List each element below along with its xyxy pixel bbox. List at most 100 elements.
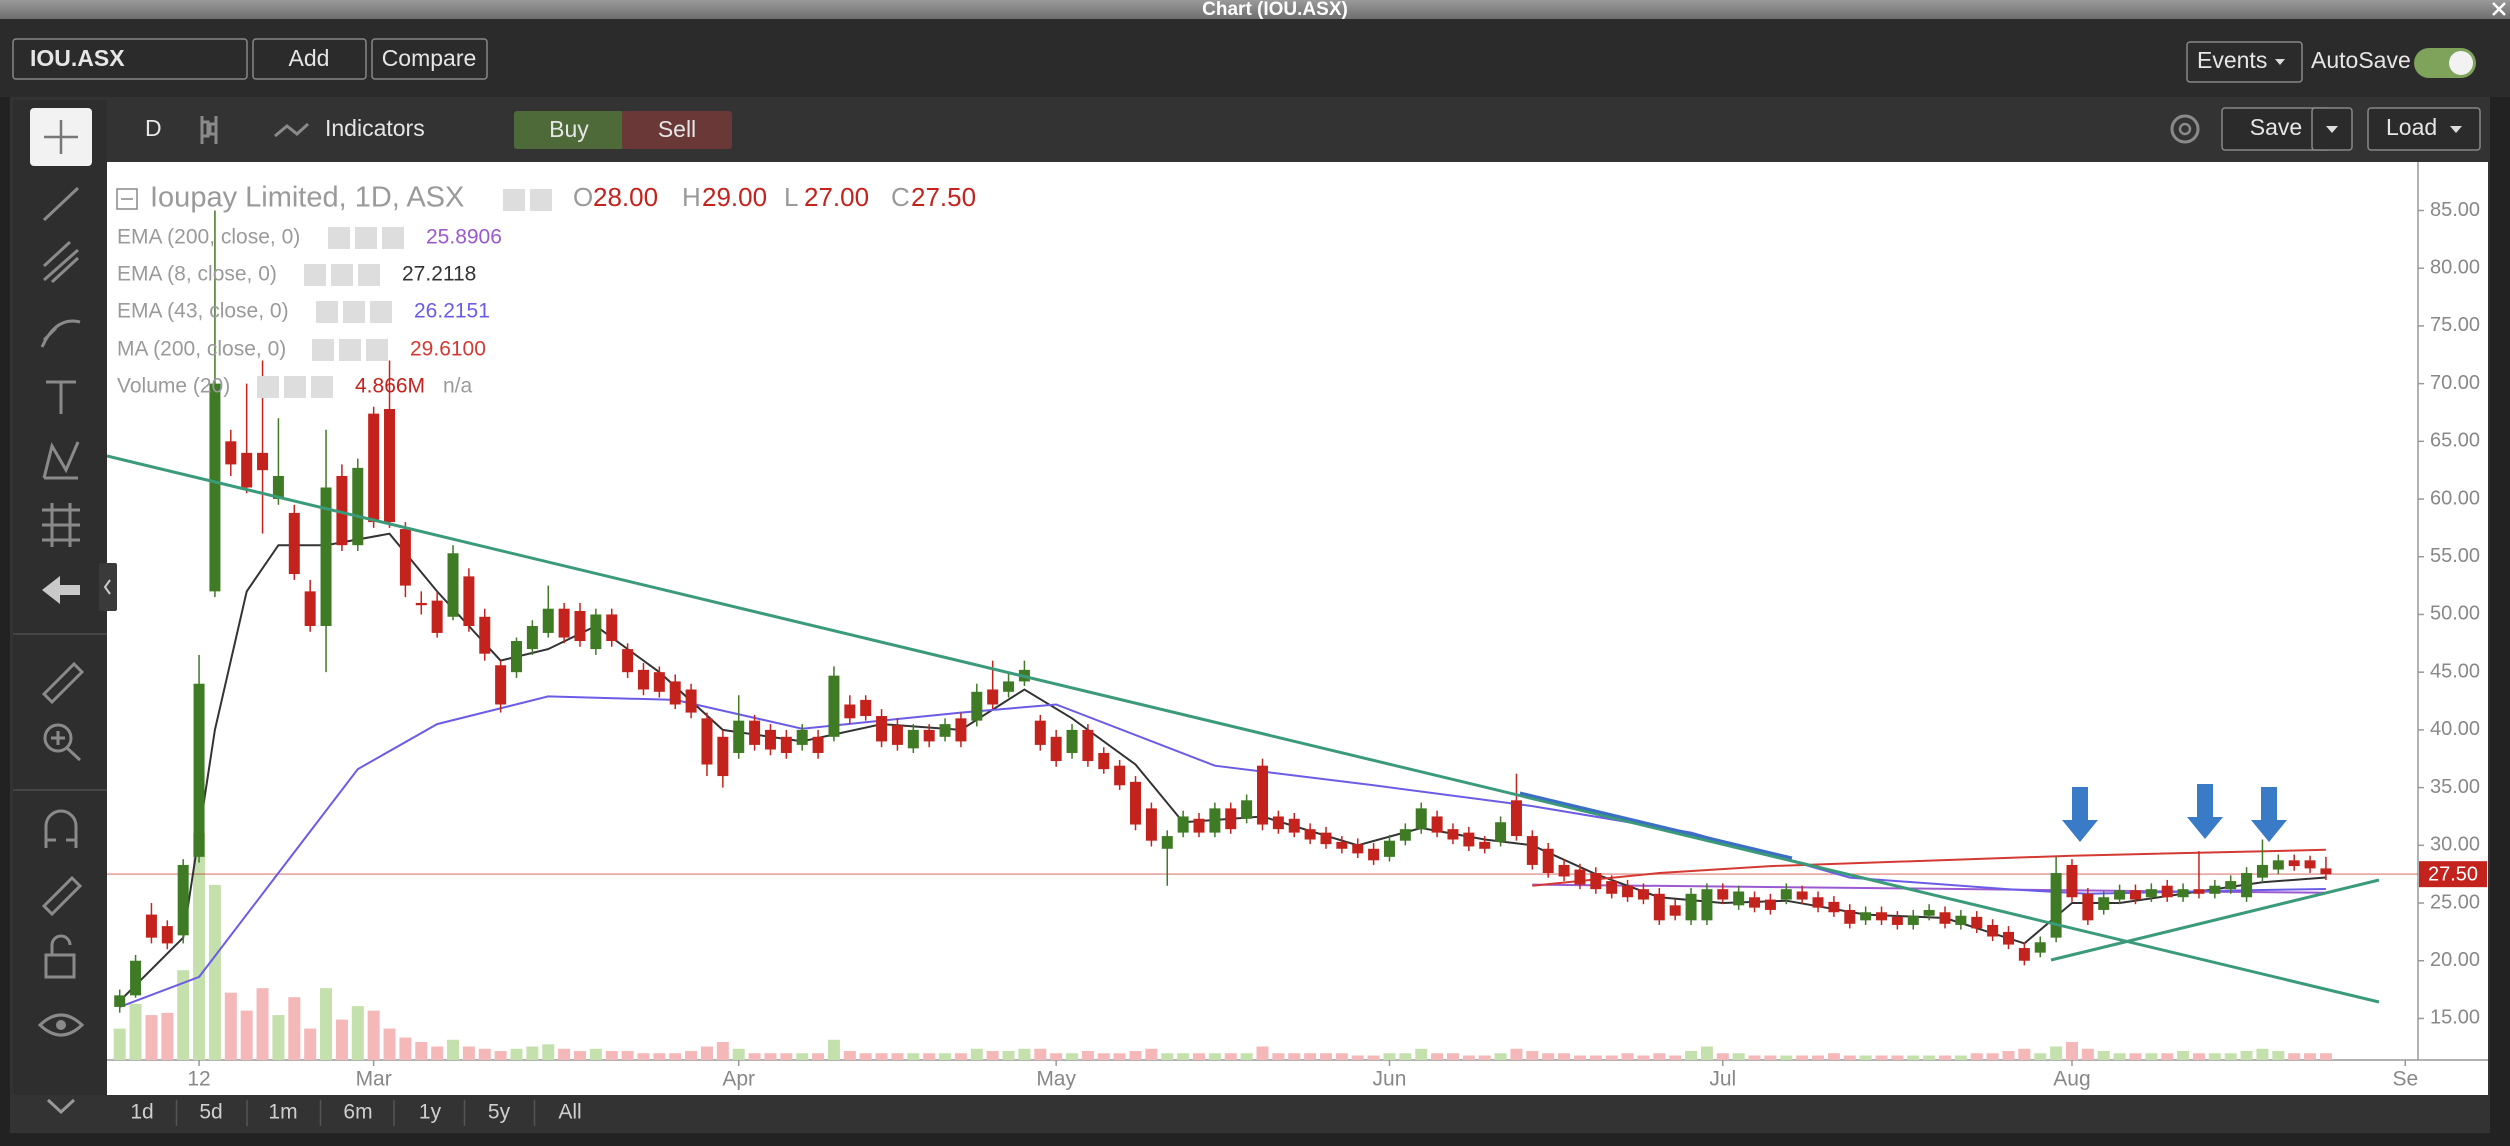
volume-bar — [2240, 1051, 2253, 1060]
candle-body — [796, 729, 808, 745]
candle-body — [955, 718, 967, 742]
candle-body — [225, 441, 237, 465]
collapse-legend[interactable] — [116, 188, 138, 210]
text-tool[interactable] — [46, 380, 76, 414]
chart-type-icon[interactable] — [200, 116, 218, 144]
interval[interactable]: D — [145, 115, 162, 141]
trend-line-highlight[interactable] — [1519, 791, 1793, 860]
candle-body — [1812, 897, 1824, 908]
range-button[interactable]: 1y — [419, 1101, 442, 1124]
volume-bar — [1208, 1053, 1221, 1060]
title-bar — [0, 0, 2510, 19]
candle-body — [1907, 915, 1919, 925]
events-button[interactable] — [2186, 41, 2303, 83]
legend-icon[interactable] — [312, 339, 334, 361]
legend-icon[interactable] — [316, 301, 338, 323]
volume-bar — [1431, 1053, 1444, 1060]
indicators-button[interactable]: Indicators — [325, 115, 425, 141]
volume-bar — [1986, 1053, 1999, 1060]
volume-bar — [1875, 1055, 1888, 1060]
candle-body — [1145, 808, 1157, 841]
volume-bar — [1050, 1053, 1063, 1060]
legend-icon[interactable] — [339, 339, 361, 361]
range-button[interactable]: 5d — [199, 1101, 222, 1124]
candle-body — [1510, 800, 1522, 837]
volume-bar — [478, 1048, 491, 1060]
legend-icon[interactable] — [366, 339, 388, 361]
legend-icon[interactable] — [331, 264, 353, 286]
indicator-name: MA (200, close, 0) — [117, 338, 286, 361]
legend-icon[interactable] — [382, 227, 404, 249]
trend-line[interactable] — [107, 454, 2380, 1004]
candle-body — [1098, 752, 1110, 770]
visibility-tool[interactable] — [37, 1013, 85, 1037]
load-button[interactable] — [2367, 107, 2481, 151]
support-line[interactable] — [2050, 878, 2380, 962]
candle-body — [2161, 885, 2173, 898]
candle-body — [1987, 924, 1999, 937]
collapse-chevron[interactable] — [46, 1098, 76, 1115]
candle-body — [1130, 781, 1142, 825]
candle-body — [2145, 889, 2157, 898]
volume-bar — [2256, 1048, 2269, 1060]
arrow-marker — [2251, 787, 2287, 842]
pattern-tool[interactable] — [42, 441, 80, 480]
line-tool[interactable] — [42, 186, 80, 222]
legend-icon[interactable] — [355, 227, 377, 249]
brush-tool[interactable] — [40, 319, 81, 348]
legend-icon[interactable] — [284, 376, 306, 398]
lock-tool[interactable] — [44, 953, 76, 979]
magnet-tool[interactable] — [44, 809, 78, 848]
volume-bar — [1970, 1053, 1983, 1060]
range-button[interactable]: 6m — [343, 1101, 372, 1124]
candle-body — [907, 729, 919, 749]
range-button[interactable]: 5y — [488, 1101, 511, 1124]
legend-icon[interactable] — [358, 264, 380, 286]
legend-icon[interactable] — [311, 376, 333, 398]
compare-button[interactable] — [371, 38, 488, 80]
candle-body — [971, 691, 983, 721]
add-button[interactable] — [252, 38, 367, 80]
candle-body — [304, 591, 316, 627]
candle-body — [1415, 808, 1427, 830]
range-button[interactable]: 1m — [268, 1101, 297, 1124]
legend-icon[interactable] — [304, 264, 326, 286]
sell-button[interactable] — [622, 111, 732, 149]
ruler-tool[interactable] — [41, 661, 85, 705]
close-icon[interactable] — [2492, 2, 2506, 16]
settings-icon[interactable] — [2170, 114, 2200, 144]
symbol-input[interactable] — [12, 38, 248, 80]
candle-body — [2018, 948, 2030, 961]
volume-bar — [1066, 1053, 1079, 1060]
volume-bar — [113, 1028, 126, 1060]
panel-handle[interactable] — [99, 563, 117, 611]
measure-tool[interactable] — [42, 503, 80, 547]
volume-bar — [2113, 1053, 2126, 1060]
volume-bar — [462, 1046, 475, 1060]
back-tool[interactable] — [42, 576, 80, 604]
volume-bar — [1796, 1055, 1809, 1060]
candle-body — [2114, 890, 2126, 900]
fib-tool[interactable] — [42, 240, 80, 284]
volume-bar — [1653, 1053, 1666, 1060]
legend-icon[interactable] — [328, 227, 350, 249]
candle-body — [2034, 942, 2046, 953]
buy-button[interactable] — [514, 111, 624, 149]
legend-icon[interactable] — [503, 189, 525, 211]
legend-icon[interactable] — [343, 301, 365, 323]
zoom-tool[interactable] — [43, 723, 73, 753]
volume-bar — [1193, 1053, 1206, 1060]
range-button[interactable]: All — [558, 1101, 581, 1124]
volume-bar — [573, 1051, 586, 1060]
volume-bar — [1637, 1055, 1650, 1060]
indicator-value: 25.8906 — [426, 226, 502, 249]
candle-body — [987, 689, 999, 705]
lock-draw-tool[interactable] — [41, 875, 83, 917]
volume-bar — [1319, 1053, 1332, 1060]
legend-icon[interactable] — [370, 301, 392, 323]
x-tick-label: Jul — [1709, 1068, 1736, 1091]
legend-icon[interactable] — [530, 189, 552, 211]
candle-body — [463, 576, 475, 627]
range-button[interactable]: 1d — [130, 1101, 153, 1124]
legend-icon[interactable] — [257, 376, 279, 398]
